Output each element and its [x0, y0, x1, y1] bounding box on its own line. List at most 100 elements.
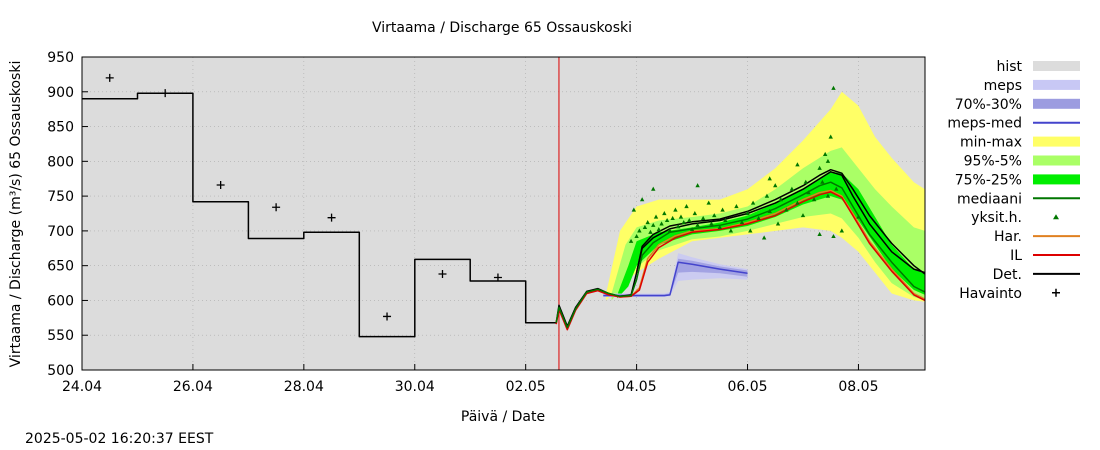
yksit-marker — [673, 207, 678, 212]
legend-label-meps: meps — [984, 78, 1022, 94]
y-axis-ticks: 500 550 600 650 700 750 800 850 900 950 — [47, 50, 88, 379]
yksit-marker — [706, 200, 711, 205]
series-lines — [82, 57, 926, 370]
line-det — [635, 168, 926, 275]
yksit-marker — [695, 183, 700, 188]
yksit-marker — [756, 215, 761, 220]
havainto-marker — [105, 73, 114, 82]
line-meps-med — [603, 261, 748, 297]
havainto-marker — [272, 203, 281, 212]
yksit-marker — [692, 211, 698, 216]
x-tick-label: 24.04 — [62, 379, 102, 395]
yksit-marker — [628, 238, 634, 243]
legend-label-mediaani: mediaani — [957, 191, 1022, 207]
havainto-marker — [383, 312, 392, 321]
y-tick-label: 950 — [47, 50, 74, 66]
legend-label-det: Det. — [993, 267, 1022, 283]
footer-timestamp: 2025-05-02 16:20:37 EEST — [25, 431, 214, 447]
yksit-marker — [856, 214, 861, 219]
yksit-marker — [664, 217, 670, 223]
yksit-marker — [806, 190, 811, 195]
yksit-marker — [764, 193, 770, 198]
x-tick-label: 04.05 — [617, 379, 657, 395]
havainto-marker — [493, 273, 502, 282]
yksit-marker — [656, 226, 661, 232]
y-axis-label: Virtaama / Discharge (m³/s) 65 Ossauskos… — [8, 61, 24, 368]
y-tick-label: 800 — [47, 154, 74, 170]
havainto-marker — [327, 213, 336, 222]
legend-label-hist: hist — [996, 59, 1022, 75]
yksit-marker — [800, 213, 806, 218]
y-tick-label: 700 — [47, 224, 74, 240]
legend-swatch-yksit — [1053, 214, 1059, 220]
yksit-marker — [631, 207, 637, 212]
x-tick-label: 06.05 — [727, 379, 767, 395]
yksit-marker — [822, 151, 828, 156]
legend-label-har: Har. — [994, 229, 1022, 245]
yksit-marker — [653, 214, 659, 219]
x-tick-label: 28.04 — [284, 379, 324, 395]
yksit-marker — [839, 228, 845, 233]
yksit-marker — [662, 211, 667, 216]
yksit-marker — [767, 176, 772, 181]
legend-swatch-p955 — [1033, 155, 1080, 166]
yksit-marker — [789, 186, 795, 191]
legend-label-p7525: 75%-25% — [955, 172, 1022, 188]
legend-label-havainto: Havainto — [959, 286, 1022, 302]
yksit-marker — [831, 85, 836, 90]
y-tick-label: 550 — [47, 328, 74, 344]
yksit-marker — [728, 228, 734, 233]
yksit-marker — [637, 228, 642, 233]
legend-label-il: IL — [1010, 248, 1022, 264]
legend-swatch-meps7030 — [1033, 98, 1080, 109]
yksit-marker — [748, 228, 753, 233]
yksit-marker — [773, 183, 778, 188]
yksit-marker — [745, 211, 750, 216]
legend-label-p955: 95%-5% — [964, 154, 1022, 170]
legend: hist meps 70%-30% meps-med min-max 95%-5% 75%-… — [947, 59, 1080, 302]
yksit-marker — [709, 221, 714, 226]
havainto-marker — [216, 180, 225, 189]
yksit-marker — [811, 197, 817, 202]
yksit-marker — [712, 213, 717, 218]
yksit-marker — [778, 197, 784, 202]
havainto-marker — [161, 89, 170, 98]
x-tick-label: 26.04 — [173, 379, 213, 395]
legend-swatch-meps — [1033, 79, 1080, 90]
x-tick-label: 30.04 — [395, 379, 435, 395]
yksit-marker — [684, 204, 689, 209]
chart-title: Virtaama / Discharge 65 Ossauskoski — [372, 20, 632, 36]
yksit-marker — [834, 186, 839, 191]
yksit-marker — [645, 220, 650, 225]
y-tick-label: 650 — [47, 259, 74, 275]
yksit-marker — [678, 214, 684, 219]
y-tick-label: 600 — [47, 293, 74, 309]
legend-label-meps7030: 70%-30% — [955, 97, 1022, 113]
yksit-marker — [817, 165, 822, 170]
line-il — [555, 191, 926, 331]
yksit-marker — [734, 204, 739, 209]
y-tick-label: 850 — [47, 120, 74, 136]
yksit-marker — [642, 224, 648, 230]
x-tick-label: 08.05 — [838, 379, 878, 395]
line-mediaani — [555, 181, 926, 329]
yksit-marker — [750, 200, 756, 205]
yksit-marker — [828, 134, 833, 139]
yksit-marker — [659, 221, 664, 226]
yksit-marker — [739, 220, 745, 225]
yksit-marker — [689, 226, 695, 232]
legend-label-minmax: min-max — [960, 135, 1022, 151]
x-axis-label: Päivä / Date — [461, 409, 545, 425]
yksit-marker — [676, 224, 681, 229]
yksit-marker — [831, 233, 836, 239]
yksit-marker — [681, 220, 686, 225]
legend-swatch-p7525 — [1033, 174, 1080, 185]
legend-label-yksit: yksit.h. — [971, 210, 1022, 226]
yksit-marker — [767, 208, 772, 214]
yksit-marker — [723, 217, 728, 223]
yksit-marker — [687, 217, 692, 223]
yksit-marker — [817, 231, 822, 236]
yksit-marker — [795, 200, 800, 205]
yksit-marker — [717, 224, 722, 230]
yksit-marker — [651, 186, 656, 191]
